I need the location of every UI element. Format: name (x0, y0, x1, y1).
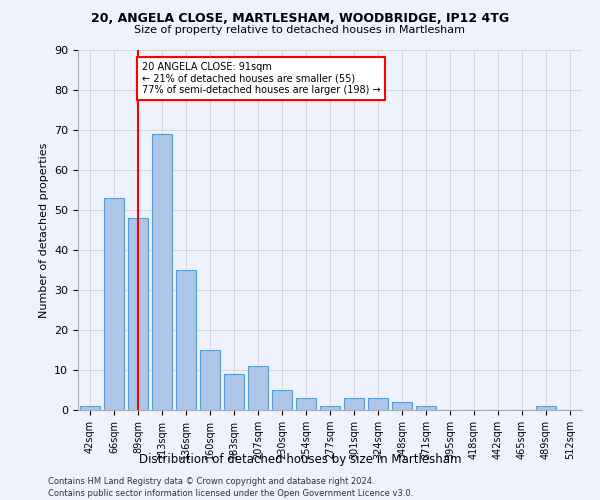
Bar (344, 398, 364, 410)
Text: Contains public sector information licensed under the Open Government Licence v3: Contains public sector information licen… (48, 489, 413, 498)
Bar (200, 350, 220, 410)
Text: Distribution of detached houses by size in Martlesham: Distribution of detached houses by size … (139, 452, 461, 466)
Bar (368, 398, 388, 410)
Text: 20, ANGELA CLOSE, MARTLESHAM, WOODBRIDGE, IP12 4TG: 20, ANGELA CLOSE, MARTLESHAM, WOODBRIDGE… (91, 12, 509, 26)
Bar (416, 406, 436, 410)
Bar (152, 134, 172, 410)
Bar (80, 406, 100, 410)
Text: 20 ANGELA CLOSE: 91sqm
← 21% of detached houses are smaller (55)
77% of semi-det: 20 ANGELA CLOSE: 91sqm ← 21% of detached… (142, 62, 380, 95)
Bar (272, 390, 292, 410)
Bar (392, 402, 412, 410)
Bar (128, 218, 148, 410)
Bar (176, 270, 196, 410)
Bar (536, 406, 556, 410)
Text: Size of property relative to detached houses in Martlesham: Size of property relative to detached ho… (134, 25, 466, 35)
Text: Contains HM Land Registry data © Crown copyright and database right 2024.: Contains HM Land Registry data © Crown c… (48, 478, 374, 486)
Bar (104, 198, 124, 410)
Bar (248, 366, 268, 410)
Bar (224, 374, 244, 410)
Y-axis label: Number of detached properties: Number of detached properties (38, 142, 49, 318)
Bar (296, 398, 316, 410)
Bar (320, 406, 340, 410)
